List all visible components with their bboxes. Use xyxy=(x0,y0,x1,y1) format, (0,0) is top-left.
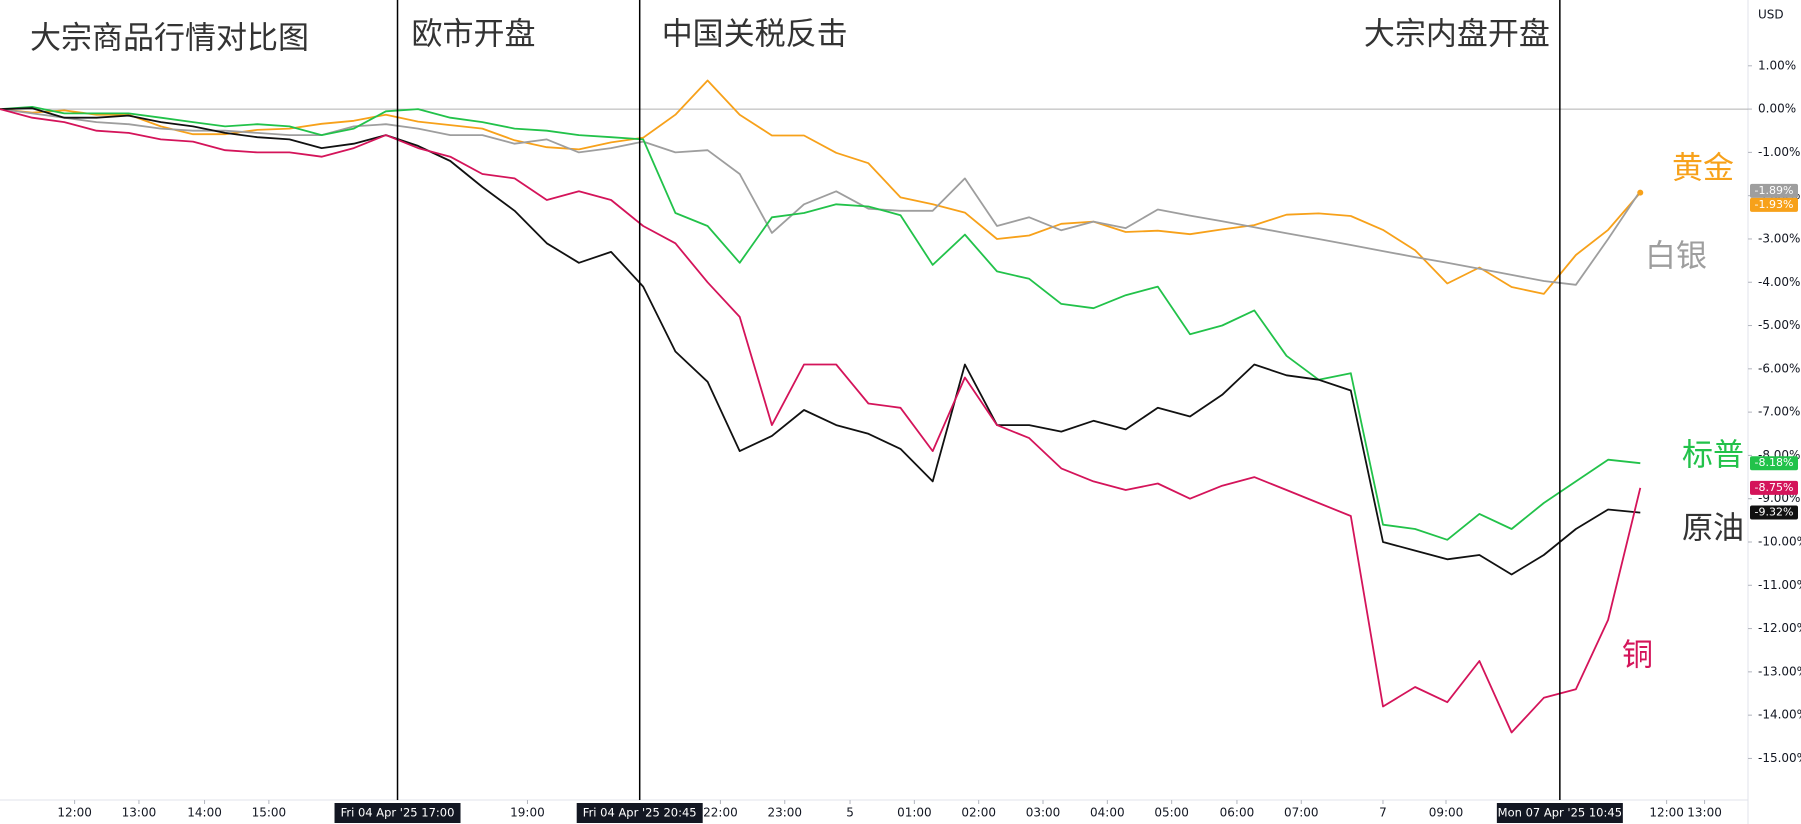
x-tick-label: 09:00 xyxy=(1429,806,1464,820)
last-value-label: -1.93% xyxy=(1755,198,1794,211)
x-tick-label: 15:00 xyxy=(252,806,287,820)
last-value-box xyxy=(1750,456,1798,471)
y-tick-label: -13.00% xyxy=(1758,664,1801,678)
currency[interactable]: USD xyxy=(1758,8,1784,22)
x-tick-label: 06:00 xyxy=(1220,806,1255,820)
series-line xyxy=(0,108,1642,286)
y-tick-label: -1.00% xyxy=(1758,145,1800,159)
series-line xyxy=(0,79,1641,295)
x-tick-label: 01:00 xyxy=(897,806,932,820)
y-tick-label: -15.00% xyxy=(1758,751,1801,765)
y-tick-label: -5.00% xyxy=(1758,318,1800,332)
y-tick-label: -3.00% xyxy=(1758,231,1800,245)
series-line xyxy=(0,107,1641,576)
y-tick-label: -6.00% xyxy=(1758,361,1800,375)
x-tick-label: 05:00 xyxy=(1154,806,1189,820)
event-time-box xyxy=(576,803,703,823)
last-value-box xyxy=(1750,505,1798,520)
series-name: 标普 xyxy=(1682,438,1744,474)
x-tick-label: 7 xyxy=(1379,806,1387,820)
last-point xyxy=(1637,189,1644,196)
y-tick-label: -7.00% xyxy=(1758,405,1800,419)
event-time-label: Fri 04 Apr '25 20:45 xyxy=(583,806,697,820)
x-tick-label: 12:00 xyxy=(57,806,92,820)
x-tick-label: 23:00 xyxy=(767,806,802,820)
event-label: 欧市开盘 xyxy=(412,17,536,53)
y-tick-label: -14.00% xyxy=(1758,708,1801,722)
last-value-box xyxy=(1750,183,1798,198)
event-time-label: Mon 07 Apr '25 10:45 xyxy=(1498,806,1622,820)
y-tick-label: -4.00% xyxy=(1758,275,1800,289)
series-line xyxy=(0,108,1642,734)
last-value-box xyxy=(1750,480,1798,495)
x-tick-label: 02:00 xyxy=(961,806,996,820)
x-tick-label: 13:00 xyxy=(1687,806,1722,820)
x-tick-label: 07:00 xyxy=(1284,806,1319,820)
event-time-box xyxy=(1496,803,1623,823)
x-tick-label: 22:00 xyxy=(703,806,738,820)
x-tick-label: 03:00 xyxy=(1026,806,1061,820)
last-value-label: -8.75% xyxy=(1755,481,1794,494)
y-tick-label: 1.00% xyxy=(1758,58,1796,72)
y-tick-label: 0.00% xyxy=(1758,102,1796,116)
event-label: 大宗内盘开盘 xyxy=(1364,17,1550,53)
y-tick-label: -12.00% xyxy=(1758,621,1801,635)
y-tick-label: -11.00% xyxy=(1758,578,1801,592)
last-value-label: -1.89% xyxy=(1755,184,1794,197)
chart-title: 大宗商品行情对比图 xyxy=(30,21,309,57)
last-value-label: -8.18% xyxy=(1755,456,1794,469)
series-name: 原油 xyxy=(1682,511,1744,547)
plot xyxy=(0,79,1642,734)
last-value-label: -9.32% xyxy=(1755,506,1794,519)
last-value-box xyxy=(1750,197,1798,212)
x-tick-label: 14:00 xyxy=(187,806,222,820)
series-line xyxy=(0,106,1641,541)
event-time-box xyxy=(334,803,461,823)
y-tick-label: -10.00% xyxy=(1758,534,1801,548)
x-tick-label: 5 xyxy=(846,806,854,820)
event-label: 中国关税反击 xyxy=(662,17,848,53)
series-name: 铜 xyxy=(1622,638,1653,674)
x-tick-label: 13:00 xyxy=(122,806,157,820)
series-name: 白银 xyxy=(1645,239,1707,275)
x-tick-label: 19:00 xyxy=(510,806,545,820)
event-time-label: Fri 04 Apr '25 17:00 xyxy=(341,806,455,820)
x-tick-label: 04:00 xyxy=(1090,806,1125,820)
x-tick-label: 12:00 xyxy=(1649,806,1684,820)
series-name: 黄金 xyxy=(1672,151,1734,187)
